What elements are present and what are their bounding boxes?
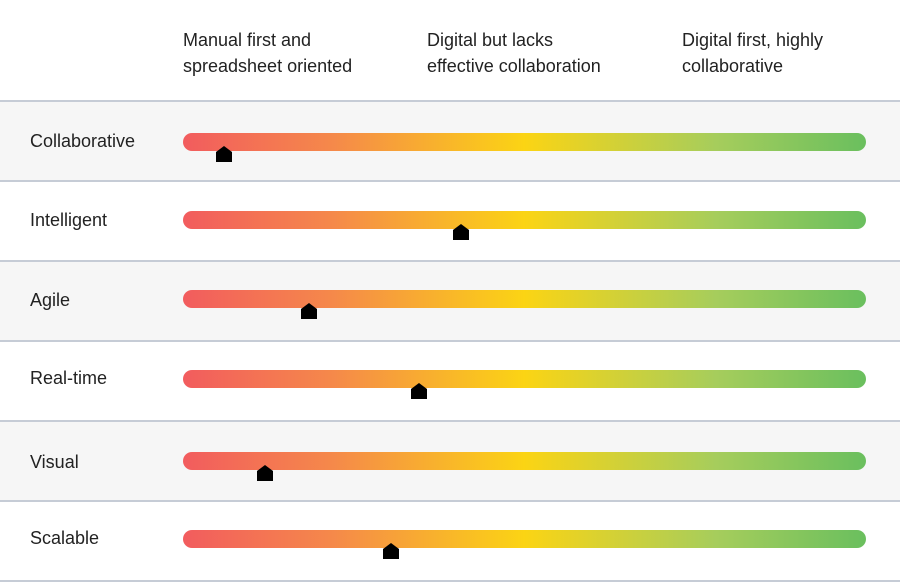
position-marker (452, 223, 470, 241)
scale-label-high: Digital first, highly collaborative (682, 30, 824, 76)
row-label: Collaborative (30, 131, 136, 151)
position-marker (256, 464, 274, 482)
row-intelligent: Intelligent (0, 180, 900, 260)
gradient-track (183, 290, 866, 308)
scale-label-low: Manual first and spreadsheet oriented (183, 30, 353, 76)
row-visual: Visual (0, 420, 900, 500)
gradient-track (183, 530, 866, 548)
assessment-rows: Collaborative Intelligent Agile Real-time Vi… (0, 100, 900, 582)
position-marker (382, 542, 400, 560)
row-collaborative: Collaborative (0, 100, 900, 180)
scale-label-mid: Digital but lacks effective collaboratio… (427, 30, 601, 76)
gradient-track (183, 211, 866, 229)
row-label: Scalable (30, 528, 100, 548)
scale-header: Manual first and spreadsheet oriented Di… (0, 0, 900, 100)
row-label: Real-time (30, 368, 108, 388)
row-label: Intelligent (30, 210, 108, 230)
gradient-track (183, 370, 866, 388)
position-marker (300, 302, 318, 320)
gradient-track (183, 133, 866, 151)
position-marker (410, 382, 428, 400)
row-scalable: Scalable (0, 500, 900, 582)
row-agile: Agile (0, 260, 900, 340)
gradient-track (183, 452, 866, 470)
row-label: Agile (30, 290, 71, 310)
position-marker (215, 145, 233, 163)
row-real-time: Real-time (0, 340, 900, 420)
row-label: Visual (30, 452, 79, 472)
